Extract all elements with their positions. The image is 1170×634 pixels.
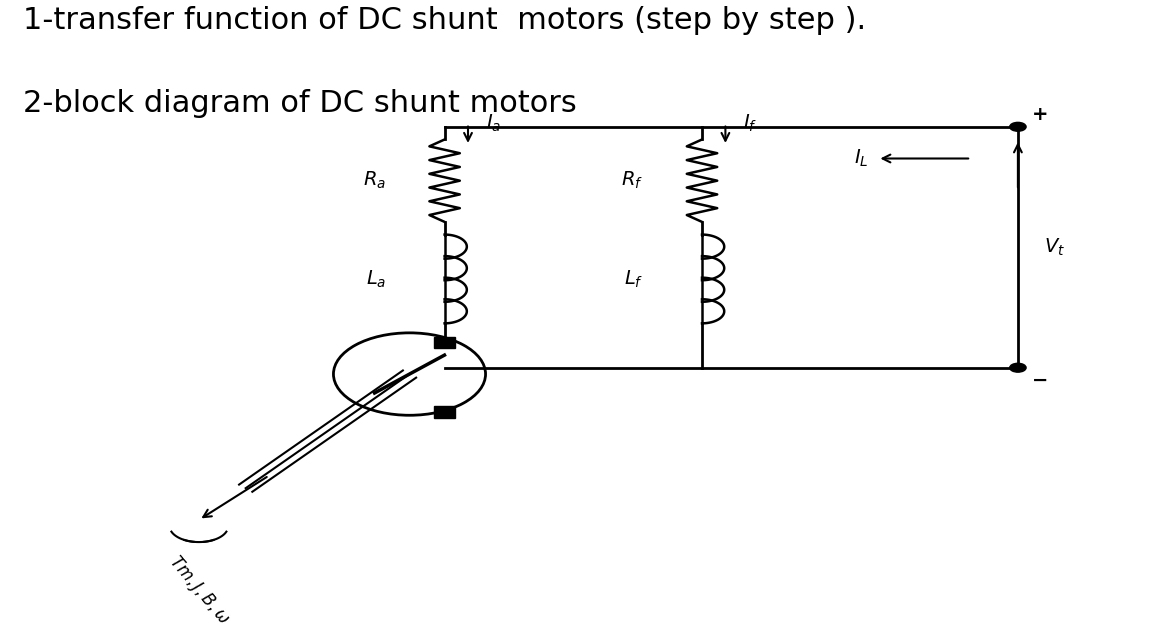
Bar <box>434 406 455 418</box>
Text: $R_f$: $R_f$ <box>621 170 644 191</box>
Bar <box>434 337 455 348</box>
Text: 1-transfer function of DC shunt  motors (step by step ).: 1-transfer function of DC shunt motors (… <box>23 6 867 36</box>
Text: $L_a$: $L_a$ <box>366 268 386 290</box>
Text: −: − <box>1032 371 1048 390</box>
Text: $V_t$: $V_t$ <box>1044 236 1065 258</box>
Text: 2-block diagram of DC shunt motors: 2-block diagram of DC shunt motors <box>23 89 577 118</box>
Text: $L_f$: $L_f$ <box>624 268 644 290</box>
Text: $I_f$: $I_f$ <box>743 113 757 134</box>
Text: $R_a$: $R_a$ <box>363 170 386 191</box>
Text: $I_L$: $I_L$ <box>854 148 868 169</box>
Circle shape <box>1010 122 1026 131</box>
Text: +: + <box>1032 105 1048 124</box>
Text: $I_a$: $I_a$ <box>486 113 501 134</box>
Text: $Tm, J, B, \omega$: $Tm, J, B, \omega$ <box>164 552 234 629</box>
Circle shape <box>1010 363 1026 372</box>
